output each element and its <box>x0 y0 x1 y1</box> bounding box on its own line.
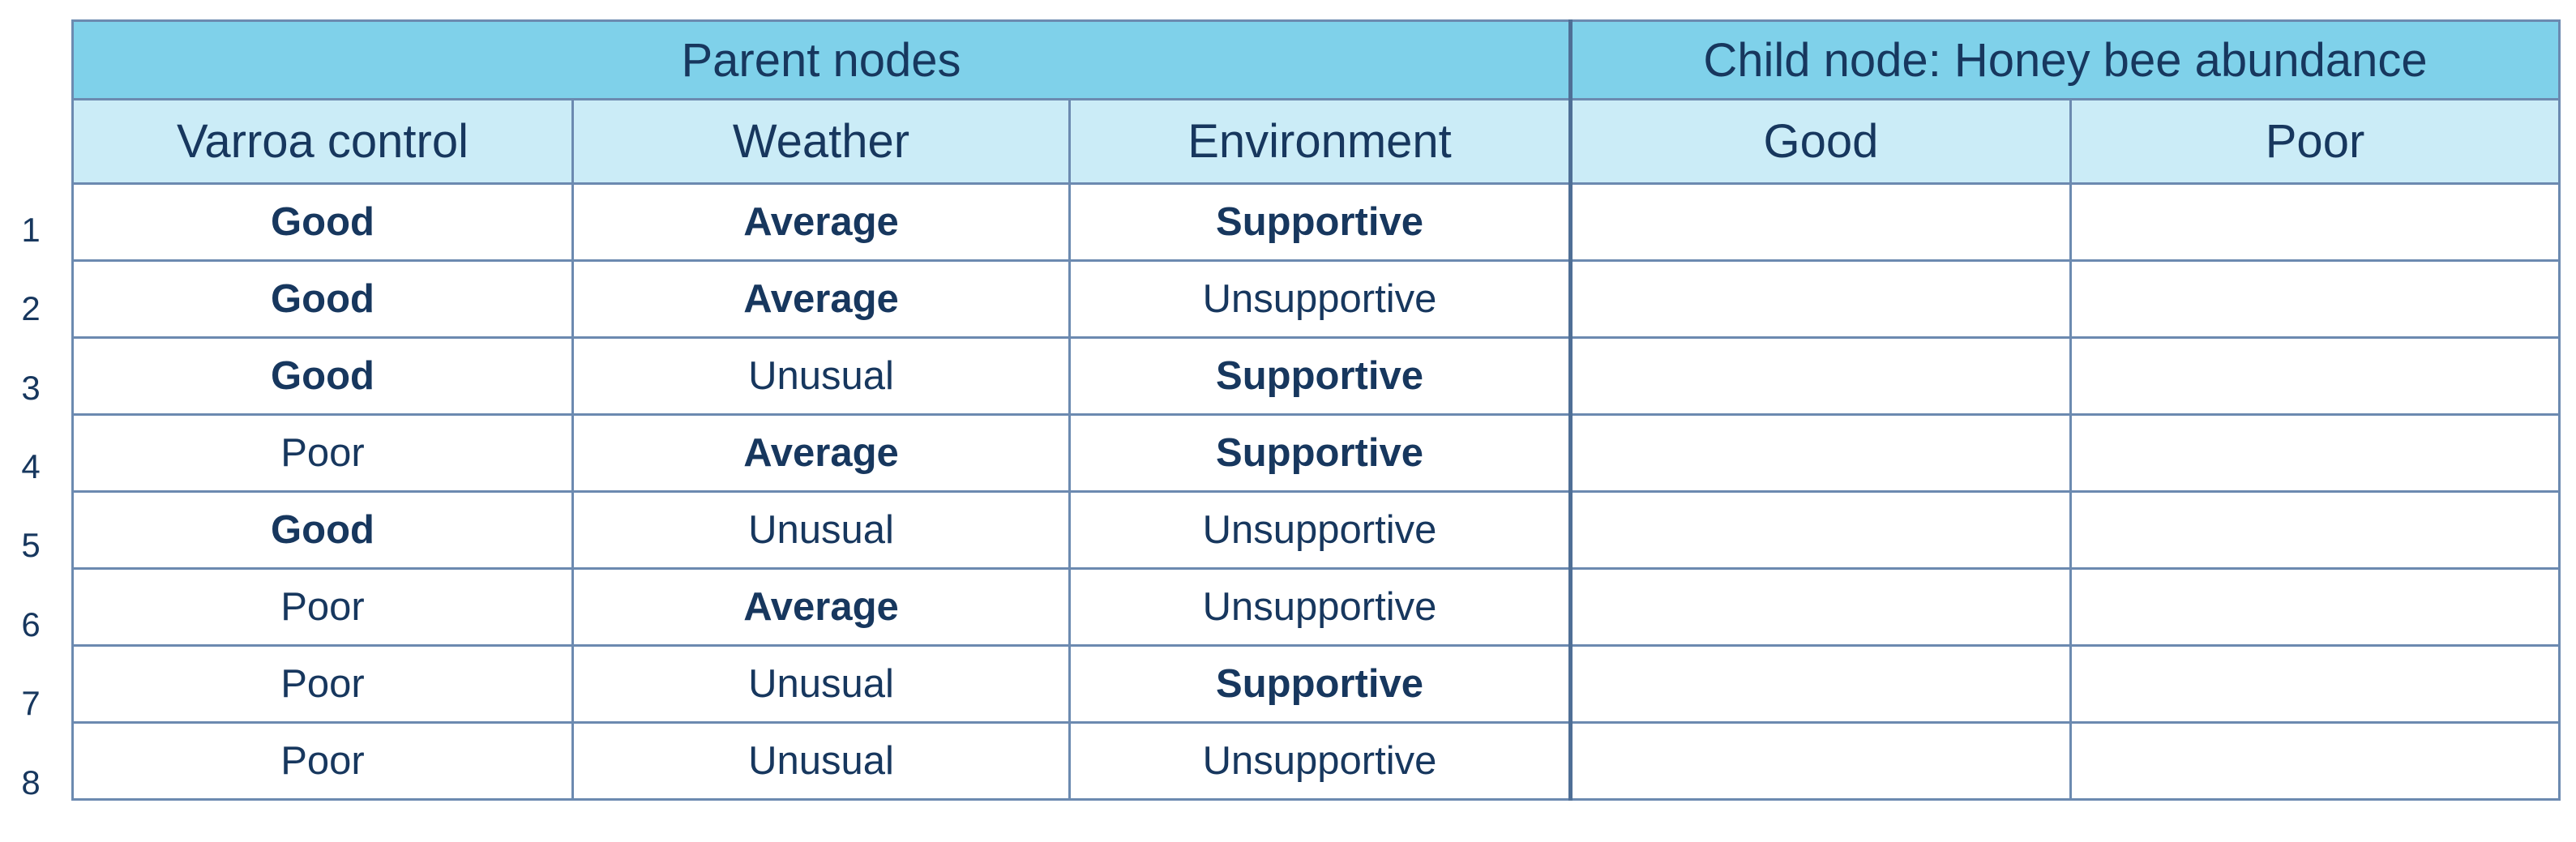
poor-cell[interactable] <box>2069 336 2561 416</box>
row-number: 2 <box>21 289 41 327</box>
varroa-control-cell: Good <box>71 182 574 262</box>
environment-cell: Unsupportive <box>1068 721 1572 801</box>
child-node-header: Child node: Honey bee abundance <box>1568 19 2561 100</box>
weather-cell: Unusual <box>571 336 1071 416</box>
environment-cell: Unsupportive <box>1068 567 1572 647</box>
good-cell[interactable] <box>1568 490 2072 570</box>
good-cell[interactable] <box>1568 567 2072 647</box>
table-row: Poor Unusual Supportive <box>71 644 2561 724</box>
poor-cell[interactable] <box>2069 567 2561 647</box>
good-cell[interactable] <box>1568 336 2072 416</box>
weather-cell: Average <box>571 413 1071 493</box>
varroa-control-cell: Poor <box>71 644 574 724</box>
varroa-control-cell: Poor <box>71 567 574 647</box>
row-number: 5 <box>21 526 41 564</box>
row-number: 7 <box>21 684 41 722</box>
poor-cell[interactable] <box>2069 182 2561 262</box>
conditional-probability-table: Parent nodes Child node: Honey bee abund… <box>71 19 2561 801</box>
good-cell[interactable] <box>1568 721 2072 801</box>
good-cell[interactable] <box>1568 182 2072 262</box>
weather-cell: Unusual <box>571 644 1071 724</box>
column-header-good: Good <box>1568 98 2072 185</box>
table-row: Good Unusual Supportive <box>71 336 2561 416</box>
weather-cell: Average <box>571 182 1071 262</box>
environment-cell: Supportive <box>1068 182 1572 262</box>
table-row: Poor Unusual Unsupportive <box>71 721 2561 801</box>
column-header-row: Varroa control Weather Environment Good … <box>71 98 2561 185</box>
good-cell[interactable] <box>1568 259 2072 339</box>
row-number: 4 <box>21 447 41 485</box>
varroa-control-cell: Good <box>71 259 574 339</box>
column-header-weather: Weather <box>571 98 1071 185</box>
varroa-control-cell: Poor <box>71 721 574 801</box>
column-header-varroa-control: Varroa control <box>71 98 574 185</box>
poor-cell[interactable] <box>2069 644 2561 724</box>
row-number: 3 <box>21 369 41 407</box>
good-cell[interactable] <box>1568 413 2072 493</box>
good-cell[interactable] <box>1568 644 2072 724</box>
varroa-control-cell: Poor <box>71 413 574 493</box>
varroa-control-cell: Good <box>71 336 574 416</box>
environment-cell: Supportive <box>1068 413 1572 493</box>
poor-cell[interactable] <box>2069 413 2561 493</box>
row-number: 1 <box>21 211 41 249</box>
group-header-row: Parent nodes Child node: Honey bee abund… <box>71 19 2561 100</box>
table-row: Good Unusual Unsupportive <box>71 490 2561 570</box>
weather-cell: Average <box>571 259 1071 339</box>
weather-cell: Average <box>571 567 1071 647</box>
column-header-environment: Environment <box>1068 98 1572 185</box>
environment-cell: Unsupportive <box>1068 259 1572 339</box>
table-row: Good Average Unsupportive <box>71 259 2561 339</box>
weather-cell: Unusual <box>571 721 1071 801</box>
row-number: 6 <box>21 605 41 643</box>
environment-cell: Supportive <box>1068 336 1572 416</box>
row-number: 8 <box>21 763 41 801</box>
table-row: Good Average Supportive <box>71 182 2561 262</box>
parent-nodes-header: Parent nodes <box>71 19 1572 100</box>
environment-cell: Supportive <box>1068 644 1572 724</box>
poor-cell[interactable] <box>2069 721 2561 801</box>
poor-cell[interactable] <box>2069 259 2561 339</box>
table-row: Poor Average Unsupportive <box>71 567 2561 647</box>
varroa-control-cell: Good <box>71 490 574 570</box>
table-row: Poor Average Supportive <box>71 413 2561 493</box>
weather-cell: Unusual <box>571 490 1071 570</box>
poor-cell[interactable] <box>2069 490 2561 570</box>
column-header-poor: Poor <box>2069 98 2561 185</box>
environment-cell: Unsupportive <box>1068 490 1572 570</box>
